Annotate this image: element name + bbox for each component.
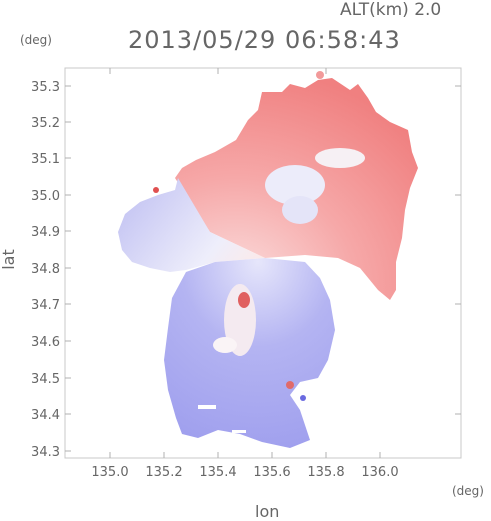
y-tick-label: 35.0 [31,189,60,204]
x-tick-label: 135.8 [307,465,344,480]
y-tick-label: 34.8 [31,262,60,277]
echo-cell [238,292,250,308]
y-tick-label: 34.5 [31,372,60,387]
echo-gap [198,405,216,409]
echo-cell [213,337,237,353]
x-axis-label: lon [255,502,280,521]
y-axis-unit: (deg) [20,33,52,47]
y-tick-label: 34.6 [31,335,60,350]
y-tick-label: 34.4 [31,408,60,423]
x-tick-label: 135.2 [145,465,182,480]
echo-speck [316,71,324,79]
plot-frame [64,67,462,459]
echo-speck [300,395,306,401]
echo-cell [282,196,318,224]
y-tick-label: 34.9 [31,225,60,240]
altitude-label: ALT(km) 2.0 [340,0,442,20]
echo-speck [286,381,294,389]
echo-cell [315,148,365,168]
approaching-echo-region [164,258,335,448]
y-tick-marks [65,85,461,452]
x-tick-label: 135.0 [91,465,128,480]
y-tick-label: 35.3 [31,80,60,95]
timestamp-title: 2013/05/29 06:58:43 [128,26,401,54]
x-tick-label: 135.4 [199,465,236,480]
y-tick-label: 35.2 [31,116,60,131]
x-tick-label: 136.0 [361,465,398,480]
y-tick-label: 34.7 [31,298,60,313]
echo-speck [153,187,159,193]
y-tick-label: 34.3 [31,445,60,460]
y-tick-label: 35.1 [31,152,60,167]
echo-gap [232,430,246,433]
x-tick-label: 135.6 [253,465,290,480]
x-tick-marks [109,68,381,458]
echo-cell [265,165,325,205]
transition-echo-region [118,178,265,272]
x-axis-unit: (deg) [452,484,484,498]
